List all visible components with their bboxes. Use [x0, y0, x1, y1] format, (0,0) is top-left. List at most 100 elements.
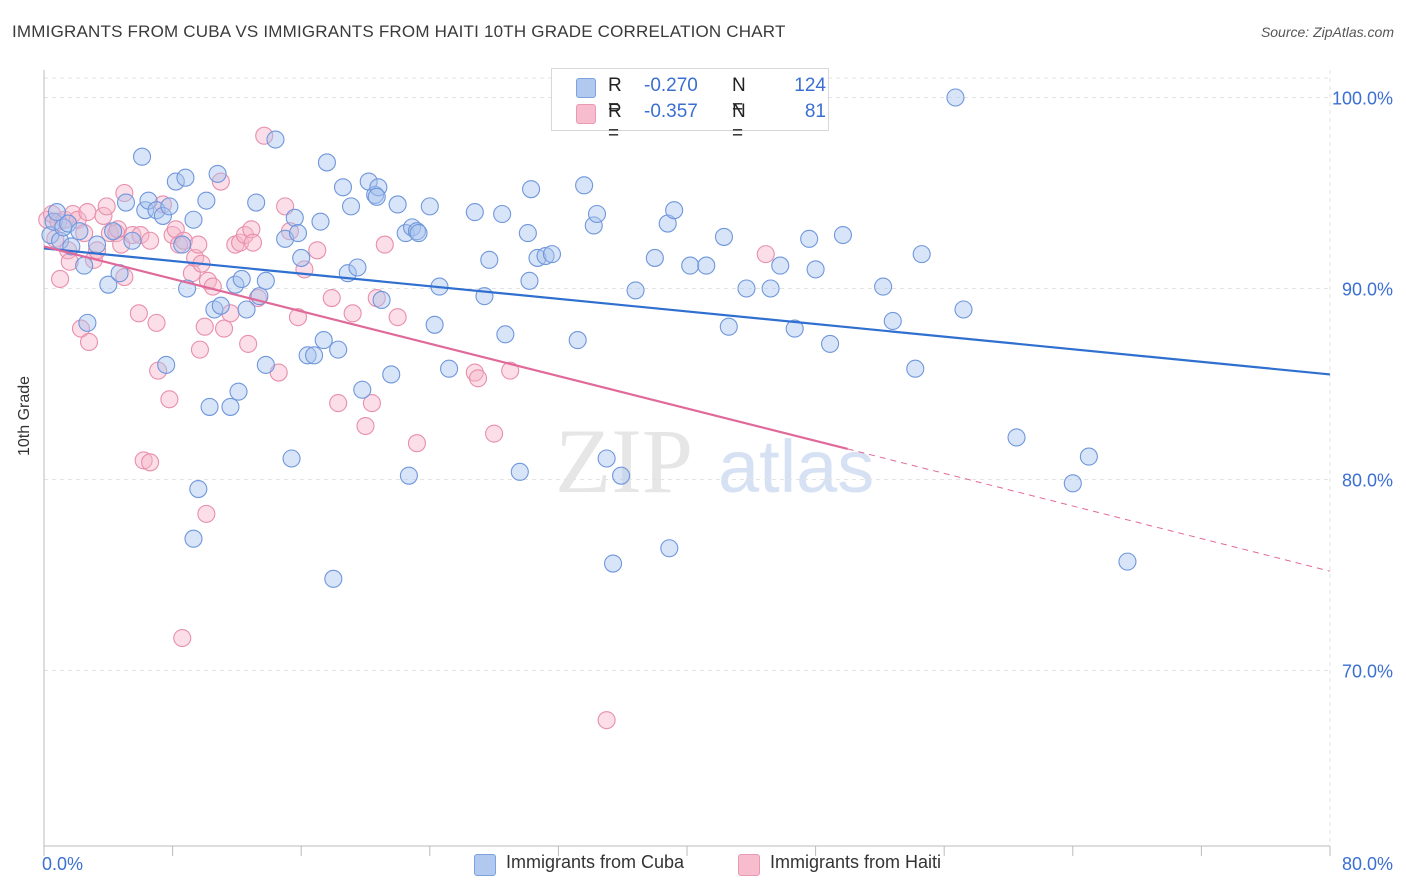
- haiti-trend-line: [43, 245, 849, 451]
- cuba-point: [665, 201, 684, 220]
- cuba-point: [587, 204, 607, 224]
- source-label: Source: ZipAtlas.com: [1260, 24, 1394, 40]
- cuba-point: [719, 317, 738, 336]
- y-tick-label: 70.0%: [1342, 662, 1393, 682]
- cuba-point: [298, 346, 317, 365]
- cuba-point: [785, 319, 804, 338]
- cuba-point: [626, 281, 645, 300]
- cuba-point: [369, 178, 388, 197]
- haiti-point: [255, 126, 274, 145]
- axes: [43, 70, 1331, 856]
- cuba-point: [75, 256, 94, 275]
- cuba-point: [954, 300, 973, 319]
- cuba-point: [1079, 447, 1098, 466]
- cuba-point: [256, 355, 275, 374]
- y-tick-label: 90.0%: [1342, 280, 1393, 300]
- cuba-trend-line: [43, 247, 1331, 376]
- cuba-point: [353, 380, 372, 399]
- cuba-point: [232, 269, 251, 289]
- haiti-point: [94, 206, 113, 225]
- haiti-point: [388, 308, 407, 327]
- watermark-atlas: atlas: [718, 425, 874, 508]
- tick-labels: 70.0% 80.0% 90.0% 100.0% 0.0% 80.0%: [42, 89, 1393, 875]
- cuba-point: [833, 225, 852, 245]
- haiti-point: [322, 288, 341, 308]
- haiti-point: [173, 628, 192, 648]
- cuba-point: [123, 231, 142, 250]
- cuba-point: [184, 210, 203, 229]
- cuba-point: [382, 365, 401, 384]
- haiti-point: [79, 332, 99, 352]
- cuba-point: [44, 212, 63, 231]
- cuba-point: [542, 245, 562, 264]
- haiti-point: [190, 340, 209, 359]
- haiti-point: [243, 233, 263, 252]
- cuba-point: [372, 290, 391, 310]
- haiti-point: [242, 220, 261, 239]
- cuba-point: [211, 296, 230, 315]
- cuba-point: [153, 206, 173, 225]
- cuba-point: [771, 256, 790, 275]
- x-tick-label: 0.0%: [42, 854, 83, 874]
- y-tick-label: 100.0%: [1332, 89, 1393, 109]
- cuba-point: [660, 539, 679, 558]
- cuba-point: [87, 235, 107, 254]
- haiti-point: [197, 504, 216, 523]
- cuba-point: [399, 466, 418, 485]
- cuba-point: [116, 193, 136, 212]
- cuba-point: [329, 340, 348, 359]
- cuba-point: [697, 256, 716, 275]
- cuba-point: [314, 331, 333, 350]
- haiti-point: [63, 204, 82, 224]
- haiti-trend-extension: [847, 448, 1331, 572]
- cuba-point: [78, 313, 97, 332]
- cuba-point: [584, 216, 603, 235]
- cuba-point: [160, 197, 179, 216]
- r-label: R =: [608, 75, 622, 118]
- haiti-point: [195, 317, 214, 336]
- cuba-point: [288, 224, 308, 243]
- cuba-point: [388, 195, 407, 214]
- cuba-point: [420, 197, 439, 216]
- cuba-point: [104, 222, 123, 241]
- haiti-point: [214, 319, 234, 338]
- cuba-point: [425, 315, 444, 334]
- haiti-legend-label: Immigrants from Haiti: [770, 852, 942, 872]
- r-label: R =: [608, 101, 622, 144]
- haiti-r-value: -0.357: [644, 101, 698, 122]
- cuba-legend-label: Immigrants from Cuba: [506, 852, 685, 872]
- cuba-point: [806, 260, 825, 279]
- cuba-point: [133, 147, 152, 166]
- cuba-point: [714, 227, 734, 246]
- haiti-point: [239, 334, 258, 353]
- y-tick-label: 80.0%: [1342, 471, 1393, 491]
- trend-lines: [43, 245, 1331, 572]
- cuba-point: [282, 449, 301, 468]
- haiti-point: [485, 424, 504, 443]
- cuba-point: [247, 193, 266, 212]
- cuba-point: [440, 359, 459, 378]
- cuba-point: [99, 275, 118, 294]
- cuba-point: [946, 88, 965, 107]
- cuba-point: [266, 130, 285, 149]
- haiti-point: [97, 197, 116, 216]
- cuba-point: [176, 168, 195, 187]
- haiti-point: [198, 271, 218, 290]
- haiti-point: [189, 235, 208, 254]
- cuba-point: [536, 246, 555, 266]
- cuba-point: [800, 229, 819, 248]
- cuba-point: [311, 212, 330, 231]
- cuba-point: [208, 164, 227, 183]
- haiti-legend-swatch: [738, 854, 760, 876]
- haiti-point: [597, 711, 616, 730]
- cuba-point: [597, 449, 616, 468]
- haiti-point: [129, 304, 148, 323]
- cuba-point: [70, 222, 89, 241]
- cuba-point: [575, 176, 594, 195]
- haiti-point: [465, 363, 484, 382]
- haiti-point: [288, 308, 308, 327]
- cuba-point: [237, 300, 256, 319]
- cuba-point: [761, 279, 780, 298]
- watermark-zip: ZIP: [555, 410, 693, 512]
